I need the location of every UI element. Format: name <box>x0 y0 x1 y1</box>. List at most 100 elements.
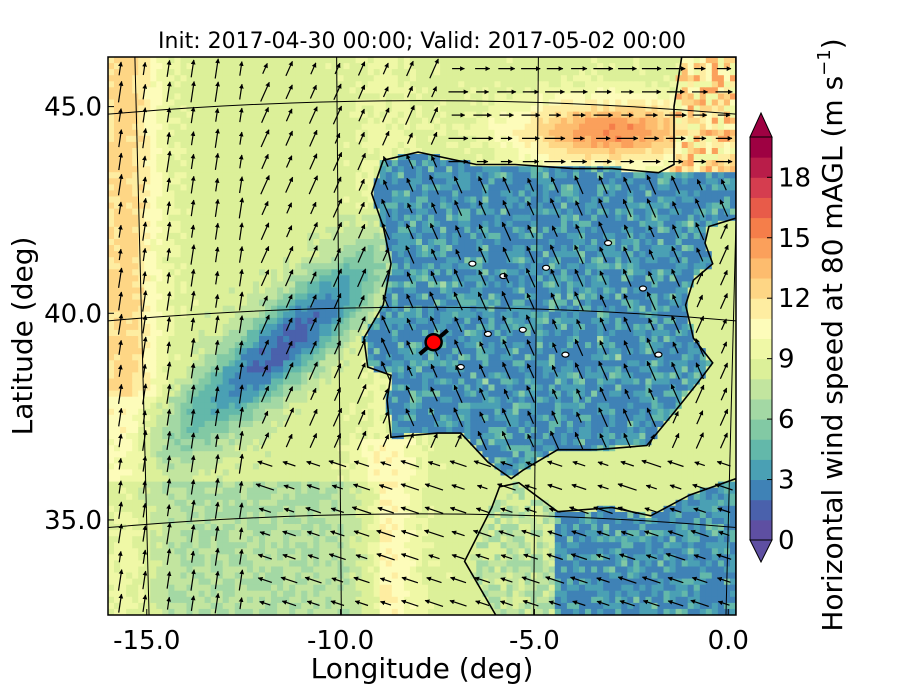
field-cell <box>337 481 345 489</box>
field-cell <box>409 135 417 143</box>
field-cell <box>186 524 194 531</box>
field-cell <box>313 602 320 610</box>
field-cell <box>132 342 139 349</box>
field-cell <box>168 530 176 537</box>
field-cell <box>361 93 369 101</box>
field-cell <box>150 63 157 70</box>
field-cell <box>252 420 260 428</box>
field-cell <box>391 123 399 131</box>
field-cell <box>240 93 248 101</box>
field-cell <box>271 499 278 507</box>
field-cell <box>162 323 169 331</box>
field-cell <box>252 493 260 501</box>
field-cell <box>271 251 278 258</box>
field-cell <box>120 305 127 313</box>
field-cell <box>150 311 157 319</box>
field-cell <box>355 590 363 598</box>
field-cell <box>403 524 411 531</box>
field-cell <box>289 135 296 143</box>
field-cell <box>114 402 121 410</box>
field-cell <box>265 214 272 222</box>
field-cell <box>277 129 284 137</box>
field-cell <box>416 475 423 483</box>
field-cell <box>222 166 230 173</box>
field-cell <box>192 281 200 289</box>
field-cell <box>204 166 212 173</box>
field-cell <box>198 239 206 246</box>
field-cell <box>391 439 399 446</box>
field-cell <box>307 463 314 471</box>
field-cell <box>391 354 399 361</box>
field-cell <box>252 105 260 113</box>
field-cell <box>343 135 351 143</box>
field-cell <box>174 135 182 143</box>
field-cell <box>271 208 278 216</box>
field-cell <box>222 257 230 264</box>
field-cell <box>234 311 242 319</box>
field-cell <box>210 451 218 458</box>
field-cell <box>403 111 411 119</box>
field-cell <box>174 202 182 210</box>
field-cell <box>114 469 121 477</box>
field-cell <box>397 414 405 422</box>
field-cell <box>416 384 423 392</box>
field-cell <box>168 445 176 452</box>
field-cell <box>168 451 176 458</box>
field-cell <box>114 196 121 204</box>
field-cell <box>186 172 194 179</box>
field-cell <box>271 596 278 604</box>
field-cell <box>138 348 145 355</box>
field-cell <box>126 396 133 404</box>
field-cell <box>397 518 405 525</box>
field-cell <box>192 578 200 586</box>
field-cell <box>367 111 375 119</box>
field-cell <box>397 226 405 234</box>
field-cell <box>259 420 266 428</box>
field-cell <box>301 596 308 604</box>
field-cell <box>373 596 381 604</box>
field-cell <box>192 336 200 343</box>
field-cell <box>252 402 260 410</box>
field-cell <box>252 317 260 325</box>
field-cell <box>295 105 302 113</box>
field-cell <box>301 166 308 173</box>
field-cell <box>373 511 381 519</box>
field-cell <box>289 251 296 258</box>
field-cell <box>168 160 176 167</box>
field-cell <box>259 105 266 113</box>
field-cell <box>132 366 139 373</box>
field-cell <box>325 117 333 125</box>
field-cell <box>120 275 127 282</box>
field-cell <box>283 524 290 531</box>
field-cell <box>289 117 296 125</box>
field-cell <box>337 469 345 477</box>
field-cell <box>252 202 260 210</box>
field-cell <box>319 554 326 561</box>
field-cell <box>379 57 387 64</box>
field-cell <box>132 493 139 501</box>
field-cell <box>138 105 145 113</box>
field-cell <box>434 148 441 155</box>
field-cell <box>313 384 320 392</box>
field-cell <box>126 166 133 173</box>
field-cell <box>325 269 333 276</box>
field-cell <box>228 336 236 343</box>
field-cell <box>289 390 296 398</box>
field-cell <box>180 329 188 337</box>
field-cell <box>367 390 375 398</box>
field-cell <box>132 281 139 289</box>
field-cell <box>391 487 399 495</box>
field-cell <box>186 336 194 343</box>
field-cell <box>391 572 399 580</box>
field-cell <box>234 530 242 537</box>
field-cell <box>234 384 242 392</box>
field-cell <box>162 493 169 501</box>
field-cell <box>204 63 212 70</box>
field-cell <box>397 202 405 210</box>
field-cell <box>428 99 435 107</box>
field-cell <box>283 354 290 361</box>
field-cell <box>150 323 157 331</box>
field-cell <box>271 554 278 561</box>
field-cell <box>252 275 260 282</box>
field-cell <box>126 524 133 531</box>
